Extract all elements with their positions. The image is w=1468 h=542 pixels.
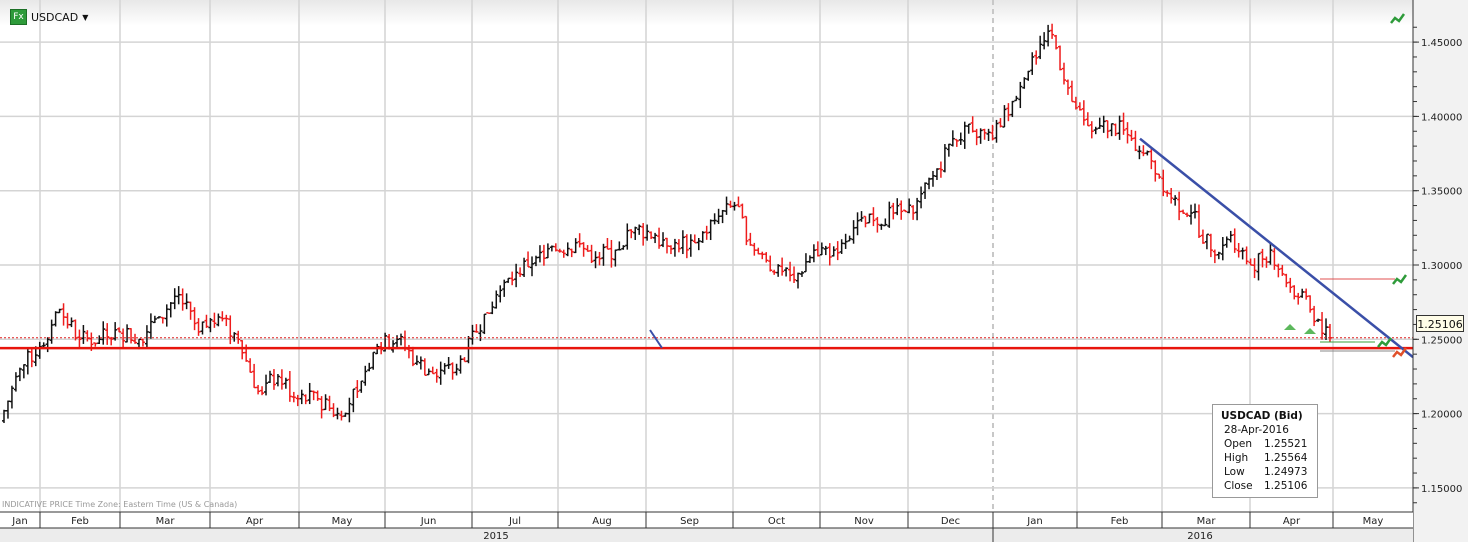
price-axis <box>1413 0 1468 542</box>
month-label: May <box>1363 516 1384 527</box>
plot-area <box>0 0 1413 512</box>
ohlc-tooltip: USDCAD (Bid) 28-Apr-2016 Open 1.25521 Hig… <box>1212 404 1318 498</box>
symbol-selector[interactable]: Fx USDCAD ▼ <box>10 9 88 25</box>
tooltip-key: Low <box>1224 466 1245 478</box>
triangle-up-icon <box>1304 328 1316 334</box>
tooltip-key: Close <box>1224 480 1253 492</box>
price-tick-label: 1.40000 <box>1421 112 1462 123</box>
indicative-price-note: INDICATIVE PRICE Time Zone: Eastern Time… <box>2 500 238 509</box>
month-label: Apr <box>1283 516 1301 527</box>
trend-up-icon <box>1392 274 1408 285</box>
symbol-label: USDCAD <box>31 10 79 24</box>
price-tick-label: 1.25000 <box>1421 335 1462 346</box>
year-label: 2015 <box>483 531 508 542</box>
month-label: Jul <box>508 516 521 527</box>
tooltip-value: 1.25106 <box>1264 480 1308 492</box>
tooltip-title: USDCAD (Bid) <box>1221 410 1303 422</box>
chevron-down-icon: ▼ <box>82 12 89 22</box>
month-label: Feb <box>1111 516 1129 527</box>
price-tick-label: 1.15000 <box>1421 484 1462 495</box>
trendline-fragment <box>649 329 663 349</box>
month-label: Oct <box>768 516 785 527</box>
price-tick-label: 1.20000 <box>1421 410 1462 421</box>
trend-down-icon <box>1377 337 1393 348</box>
month-label: May <box>332 516 353 527</box>
year-axis <box>0 528 1413 542</box>
tooltip-date: 28-Apr-2016 <box>1224 424 1289 436</box>
month-label: Mar <box>1197 516 1217 527</box>
year-label: 2016 <box>1187 531 1212 542</box>
month-label: Feb <box>71 516 89 527</box>
price-tick-label: 1.30000 <box>1421 261 1462 272</box>
month-label: Jan <box>1026 516 1042 527</box>
month-label: Jun <box>420 516 437 527</box>
month-label: Aug <box>592 516 612 527</box>
price-tick-label: 1.35000 <box>1421 187 1462 198</box>
month-label: Dec <box>941 516 960 527</box>
triangle-up-icon <box>1284 324 1296 330</box>
last-price-label: 1.25106 <box>1416 315 1464 332</box>
tooltip-value: 1.25521 <box>1264 438 1308 450</box>
month-label: Apr <box>246 516 264 527</box>
month-label: Nov <box>854 516 874 527</box>
month-label: Jan <box>11 516 27 527</box>
tooltip-value: 1.25564 <box>1264 452 1308 464</box>
month-label: Mar <box>156 516 176 527</box>
month-label: Sep <box>680 516 699 527</box>
trend-up-icon <box>1392 347 1408 358</box>
month-axis <box>0 512 1413 528</box>
trend-up-icon <box>1390 13 1406 24</box>
tooltip-key: Open <box>1224 438 1253 450</box>
tooltip-value: 1.24973 <box>1264 466 1308 478</box>
tooltip-key: High <box>1224 452 1249 464</box>
top-fade <box>0 0 1413 26</box>
price-tick-label: 1.45000 <box>1421 38 1462 49</box>
fx-icon: Fx <box>10 9 27 25</box>
trendline <box>1139 137 1414 359</box>
